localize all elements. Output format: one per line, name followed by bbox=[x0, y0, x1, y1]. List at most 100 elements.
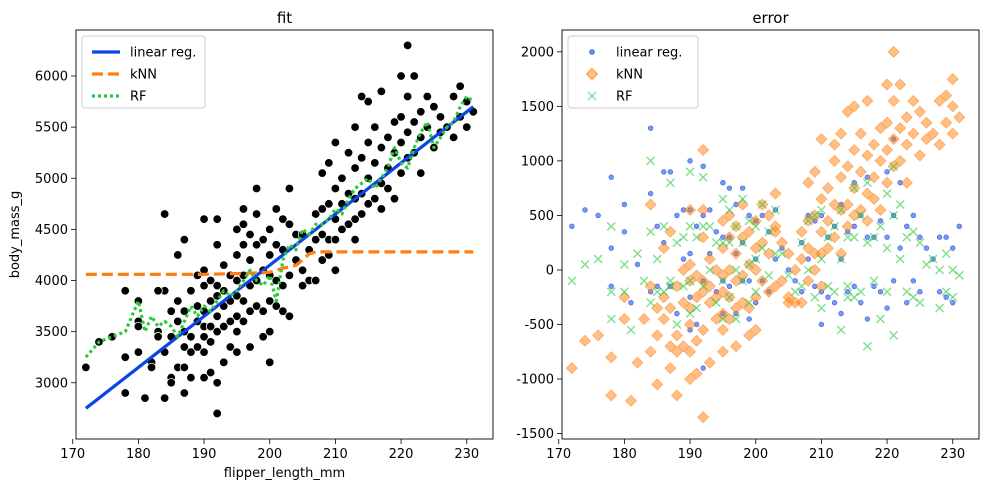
data-point-rf bbox=[659, 221, 669, 231]
data-point bbox=[186, 332, 196, 342]
data-point bbox=[212, 240, 222, 250]
data-point-rf bbox=[744, 216, 754, 226]
data-point bbox=[284, 270, 295, 281]
data-point-rf bbox=[718, 314, 728, 324]
data-point-knn bbox=[644, 198, 657, 211]
data-point bbox=[166, 378, 176, 388]
data-point-knn bbox=[946, 100, 959, 113]
y-tick-label: -1500 bbox=[516, 427, 554, 442]
data-point bbox=[199, 214, 209, 224]
data-point-rf bbox=[646, 298, 656, 308]
data-point-knn bbox=[670, 329, 683, 342]
data-point bbox=[383, 183, 393, 194]
data-point-knn bbox=[795, 252, 808, 266]
data-point-rf bbox=[889, 161, 899, 171]
x-tick-label: 180 bbox=[126, 447, 151, 462]
chart-fit: fit 170 180 190 200 210 220 230 3000 3500 4000 4500… bbox=[8, 9, 494, 481]
data-point bbox=[402, 127, 413, 137]
data-point-knn bbox=[841, 160, 854, 173]
data-point-knn bbox=[670, 280, 683, 293]
data-point-knn bbox=[743, 329, 756, 342]
data-point bbox=[133, 321, 144, 332]
x-tick-label: 170 bbox=[546, 447, 571, 462]
data-point bbox=[310, 275, 321, 286]
data-point-rf bbox=[895, 254, 905, 264]
data-point-rf bbox=[619, 287, 629, 297]
y-tick-label: 1000 bbox=[521, 154, 554, 169]
data-point bbox=[133, 347, 144, 357]
data-point-knn bbox=[769, 280, 782, 293]
data-point-rf bbox=[862, 178, 872, 188]
data-point-knn bbox=[670, 389, 683, 402]
data-point-knn bbox=[716, 323, 729, 336]
data-point-linearreg bbox=[746, 212, 752, 219]
data-point-rf bbox=[836, 254, 846, 264]
data-point-rf bbox=[665, 178, 675, 188]
y-tick-label: 2000 bbox=[521, 45, 554, 60]
data-point-rf bbox=[705, 265, 715, 275]
data-point-rf bbox=[692, 232, 702, 242]
data-point-knn bbox=[848, 100, 861, 113]
data-point-knn bbox=[835, 171, 848, 184]
legend-label: RF bbox=[616, 90, 633, 105]
data-point-linearreg bbox=[746, 278, 752, 284]
data-point-knn bbox=[880, 176, 894, 189]
data-point-knn bbox=[867, 171, 880, 184]
data-point-knn bbox=[841, 198, 854, 211]
data-point-knn bbox=[808, 263, 821, 277]
data-point-linearreg bbox=[608, 174, 614, 180]
data-point-linearreg bbox=[864, 316, 871, 322]
data-point-knn bbox=[657, 291, 670, 304]
data-point-knn bbox=[762, 285, 775, 298]
data-point bbox=[324, 158, 334, 168]
data-point bbox=[310, 234, 321, 245]
data-point-linearreg bbox=[844, 289, 851, 295]
data-point bbox=[238, 204, 249, 214]
data-point-linearreg bbox=[674, 310, 680, 317]
data-point-linearreg bbox=[634, 261, 641, 268]
data-point bbox=[81, 362, 91, 373]
data-point-knn bbox=[605, 351, 618, 364]
x-tick-label: 210 bbox=[809, 447, 834, 462]
data-point bbox=[337, 173, 347, 183]
data-point-linearreg bbox=[838, 310, 844, 317]
data-point-rf bbox=[718, 276, 728, 286]
data-point bbox=[232, 250, 242, 260]
data-point bbox=[238, 240, 249, 250]
data-point-rf bbox=[941, 249, 951, 259]
data-point bbox=[245, 306, 255, 316]
data-point bbox=[317, 229, 327, 240]
data-point bbox=[396, 137, 406, 148]
data-point-linearreg bbox=[667, 169, 674, 175]
data-point-knn bbox=[697, 143, 710, 157]
data-point-knn bbox=[802, 274, 815, 287]
data-point-knn bbox=[789, 263, 802, 277]
data-point-rf bbox=[738, 238, 748, 248]
data-point-knn bbox=[907, 94, 920, 107]
data-point bbox=[370, 194, 380, 204]
data-point bbox=[232, 311, 242, 322]
data-point-rf bbox=[856, 287, 866, 297]
data-point-rf bbox=[698, 281, 708, 291]
data-point-knn bbox=[716, 285, 729, 298]
data-point bbox=[159, 393, 170, 403]
data-point bbox=[389, 117, 400, 127]
data-point-rf bbox=[692, 303, 702, 313]
data-point-knn bbox=[867, 192, 880, 206]
data-point-linearreg bbox=[680, 256, 687, 262]
data-point-linearreg bbox=[910, 212, 917, 219]
data-point-knn bbox=[848, 143, 861, 157]
x-tick-label: 170 bbox=[60, 447, 85, 462]
legend-label: RF bbox=[130, 90, 147, 105]
legend-label: kNN bbox=[130, 68, 157, 83]
data-point bbox=[186, 372, 196, 383]
legend-swatch bbox=[587, 91, 597, 101]
data-point-rf bbox=[764, 270, 774, 280]
data-point-knn bbox=[815, 192, 828, 206]
x-tick-label: 180 bbox=[612, 447, 637, 462]
data-point-linearreg bbox=[739, 185, 746, 191]
data-point-rf bbox=[711, 238, 721, 248]
data-point bbox=[435, 112, 446, 122]
data-point-knn bbox=[565, 362, 578, 375]
data-point-knn bbox=[697, 411, 710, 424]
